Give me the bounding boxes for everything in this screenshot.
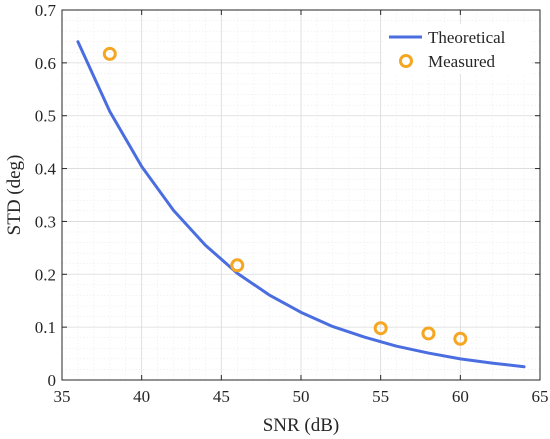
series-layer bbox=[76, 40, 526, 369]
y-axis-label: STD (deg) bbox=[4, 155, 25, 236]
measured-point bbox=[453, 331, 468, 346]
y-tick-label: 0.6 bbox=[35, 54, 56, 73]
legend-measured-swatch bbox=[399, 54, 413, 68]
x-tick-label: 40 bbox=[133, 387, 150, 406]
legend-theoretical-label: Theoretical bbox=[428, 28, 506, 47]
y-tick-label: 0.7 bbox=[35, 1, 57, 20]
x-tick-labels: 35 40 45 50 55 60 65 bbox=[54, 387, 549, 406]
x-tick-label: 60 bbox=[452, 387, 469, 406]
measured-point bbox=[373, 321, 388, 336]
y-tick-label: 0.4 bbox=[35, 160, 57, 179]
measured-point bbox=[230, 258, 245, 273]
ticks bbox=[61, 9, 541, 381]
x-tick-label: 50 bbox=[293, 387, 310, 406]
x-tick-label: 35 bbox=[54, 387, 71, 406]
y-tick-label: 0 bbox=[48, 371, 57, 390]
legend: Theoretical Measured bbox=[382, 24, 532, 74]
theoretical-line bbox=[76, 40, 526, 369]
y-tick-labels: 0 0.1 0.2 0.3 0.4 0.5 0.6 0.7 bbox=[35, 1, 57, 390]
y-tick-label: 0.5 bbox=[35, 107, 56, 126]
x-tick-label: 55 bbox=[372, 387, 389, 406]
measured-point bbox=[102, 46, 117, 61]
y-tick-label: 0.3 bbox=[35, 212, 56, 231]
x-tick-label: 65 bbox=[532, 387, 549, 406]
measured-point bbox=[421, 326, 436, 341]
y-tick-label: 0.1 bbox=[35, 318, 56, 337]
legend-measured-label: Measured bbox=[428, 52, 496, 71]
y-tick-label: 0.2 bbox=[35, 265, 56, 284]
x-axis-label: SNR (dB) bbox=[263, 415, 340, 436]
x-tick-label: 45 bbox=[213, 387, 230, 406]
